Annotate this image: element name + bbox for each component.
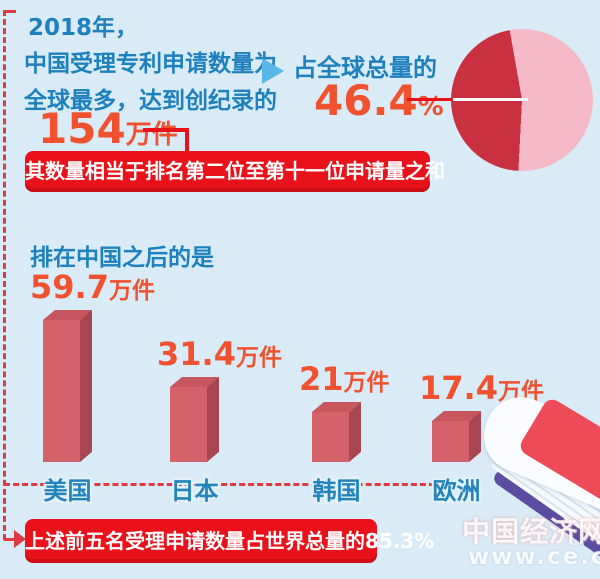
chart-baseline-dashed bbox=[4, 483, 444, 486]
bar-category-label: 韩国 bbox=[312, 477, 361, 505]
bar-value-number: 59.7 bbox=[30, 268, 109, 306]
bar-front-face bbox=[312, 412, 349, 462]
share-label: 占全球总量的 bbox=[293, 54, 437, 82]
dashed-top-corner bbox=[4, 10, 16, 13]
record-unit: 万件 bbox=[125, 120, 178, 150]
dashed-bottom-connector bbox=[4, 538, 15, 541]
bar-group-日本 bbox=[170, 376, 219, 462]
record-connector-vertical bbox=[185, 128, 189, 154]
record-value: 154万件 bbox=[38, 104, 178, 153]
bar-side-face bbox=[207, 376, 219, 462]
banner-rank-sum: 其数量相当于排名第二位至第十一位申请量之和 bbox=[25, 151, 445, 192]
bar-side-face bbox=[349, 401, 361, 462]
bar-category-label: 美国 bbox=[43, 477, 92, 505]
dashed-left-line bbox=[3, 10, 6, 540]
bar-group-欧洲 bbox=[432, 410, 481, 462]
pie-leader-line-white bbox=[453, 98, 528, 101]
bar-category-label: 欧洲 bbox=[432, 477, 481, 505]
bar-value-label: 59.7万件 bbox=[30, 268, 155, 306]
intro-line-1: 2018年， bbox=[28, 15, 139, 41]
bar-value-label: 17.4万件 bbox=[419, 369, 544, 407]
bar-side-face bbox=[469, 410, 481, 462]
pie-leader-line-red bbox=[407, 98, 455, 101]
arrow-right-icon bbox=[262, 58, 284, 84]
bar-value-number: 17.4 bbox=[419, 369, 498, 407]
bar-value-unit: 万件 bbox=[235, 345, 282, 371]
bar-value-number: 21 bbox=[299, 360, 344, 398]
bar-value-label: 31.4万件 bbox=[157, 335, 282, 373]
bar-front-face bbox=[432, 421, 469, 462]
bar-group-美国 bbox=[43, 309, 92, 462]
site-logo-url: www.ce.cn bbox=[468, 544, 600, 570]
bar-value-unit: 万件 bbox=[343, 370, 390, 396]
banner-top5-share: 上述前五名受理申请数量占世界总量的85.3% bbox=[25, 519, 434, 563]
share-value: 46.4% bbox=[314, 76, 444, 125]
record-number: 154 bbox=[38, 104, 126, 153]
bar-front-face bbox=[170, 387, 207, 462]
bar-value-unit: 万件 bbox=[108, 278, 155, 304]
bar-value-number: 31.4 bbox=[157, 335, 236, 373]
bar-front-face bbox=[43, 320, 80, 462]
intro-line-3: 全球最多，达到创纪录的 bbox=[24, 88, 277, 114]
record-connector-horizontal bbox=[143, 128, 189, 132]
bar-side-face bbox=[80, 309, 92, 462]
dashed-arrowhead-icon bbox=[14, 530, 26, 548]
share-unit: % bbox=[417, 92, 444, 122]
share-number: 46.4 bbox=[314, 76, 418, 125]
bar-category-label: 日本 bbox=[170, 477, 219, 505]
site-logo-text: 中国经济网 bbox=[462, 515, 600, 548]
intro-line-2: 中国受理专利申请数量为 bbox=[24, 51, 277, 77]
bar-value-label: 21万件 bbox=[299, 360, 390, 398]
book-glow-dot bbox=[580, 514, 594, 528]
section-title: 排在中国之后的是 bbox=[30, 245, 214, 271]
bar-group-韩国 bbox=[312, 401, 361, 462]
